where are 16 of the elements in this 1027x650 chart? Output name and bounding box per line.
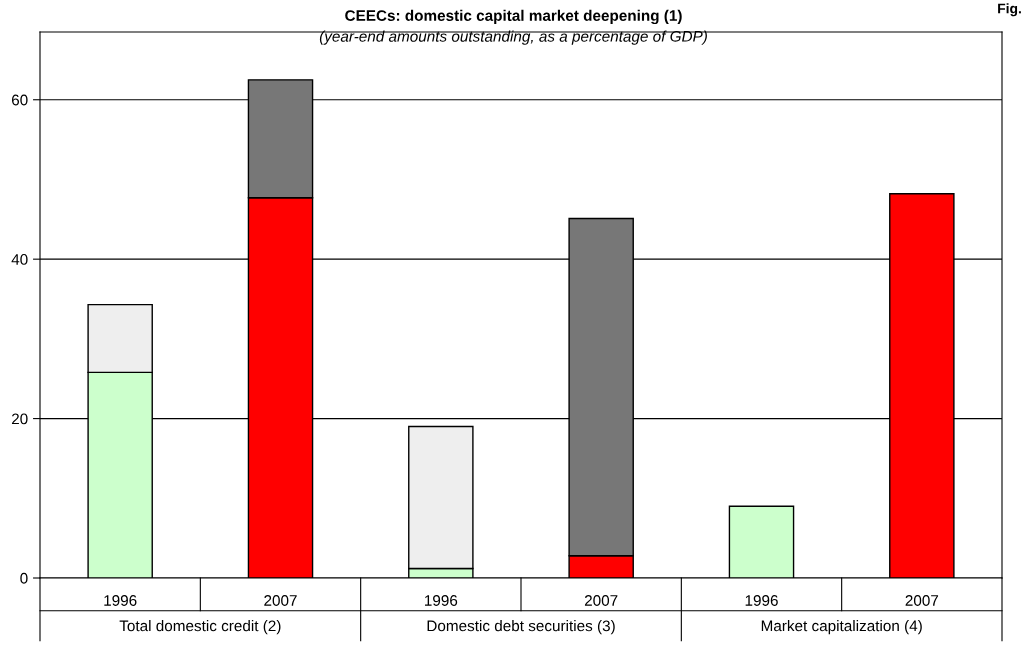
text: Market capitalization (4) <box>761 620 922 635</box>
text: Domestic debt securities (3) <box>427 620 615 635</box>
x-tick-label: 1996 <box>745 595 778 606</box>
x-tick-label: 1996 <box>104 595 137 606</box>
y-tick-label: 40 <box>11 254 28 265</box>
x-tick-label: 1996 <box>425 595 458 606</box>
x-tick-label: 2007 <box>905 595 939 606</box>
x-tick-label: 2007 <box>264 595 297 606</box>
chart-subtitle: (year-end amounts outstanding, as a percentage of GDP) <box>319 30 707 45</box>
chart-title: CEECs: domestic capital market deepening (1) <box>345 9 682 25</box>
x-tick-label: 2007 <box>584 595 618 606</box>
text: Fig. <box>998 3 1021 17</box>
text: Total domestic credit (2) <box>119 620 281 635</box>
y-tick-label: 0 <box>20 572 28 584</box>
y-tick-label: 20 <box>11 413 28 425</box>
y-tick-label: 60 <box>11 94 28 106</box>
